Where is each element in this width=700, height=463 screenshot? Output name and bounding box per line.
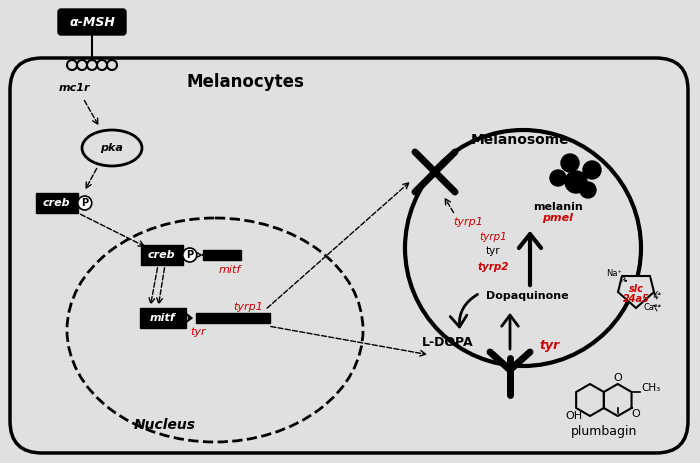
Text: O: O bbox=[631, 409, 640, 419]
Circle shape bbox=[565, 171, 587, 193]
Circle shape bbox=[580, 182, 596, 198]
Text: Ca²⁺: Ca²⁺ bbox=[643, 304, 662, 313]
Circle shape bbox=[550, 170, 566, 186]
Text: P: P bbox=[186, 250, 193, 260]
Text: OH: OH bbox=[566, 411, 582, 421]
Circle shape bbox=[561, 154, 579, 172]
Polygon shape bbox=[618, 276, 654, 308]
Text: K⁺: K⁺ bbox=[652, 290, 662, 300]
Ellipse shape bbox=[405, 130, 641, 366]
Text: mc1r: mc1r bbox=[58, 83, 90, 93]
Text: melanin: melanin bbox=[533, 202, 583, 212]
FancyBboxPatch shape bbox=[10, 58, 688, 453]
Circle shape bbox=[183, 248, 197, 262]
Text: pmel: pmel bbox=[542, 213, 573, 223]
Text: Na⁺: Na⁺ bbox=[606, 269, 622, 279]
Bar bbox=[36, 193, 78, 213]
Text: Dopaquinone: Dopaquinone bbox=[486, 291, 568, 301]
Text: slc: slc bbox=[629, 284, 643, 294]
Bar bbox=[196, 313, 226, 323]
Bar bbox=[140, 308, 186, 328]
Text: plumbagin: plumbagin bbox=[570, 425, 637, 438]
Text: tyr: tyr bbox=[540, 338, 560, 351]
Bar bbox=[141, 245, 183, 265]
Ellipse shape bbox=[67, 218, 363, 442]
FancyBboxPatch shape bbox=[58, 9, 126, 35]
Text: creb: creb bbox=[43, 198, 71, 208]
Text: P: P bbox=[81, 198, 88, 208]
Text: tyr: tyr bbox=[190, 327, 206, 337]
Text: Nucleus: Nucleus bbox=[134, 418, 196, 432]
Text: O: O bbox=[613, 373, 622, 383]
Text: 24a5: 24a5 bbox=[622, 294, 650, 304]
Text: Melanosome: Melanosome bbox=[470, 133, 569, 147]
Text: α-MSH: α-MSH bbox=[69, 15, 115, 29]
Text: tyrp1: tyrp1 bbox=[233, 302, 263, 312]
Text: CH₃: CH₃ bbox=[642, 383, 661, 393]
Text: Melanocytes: Melanocytes bbox=[186, 73, 304, 91]
Text: tyrp1: tyrp1 bbox=[453, 217, 483, 227]
Text: tyrp2: tyrp2 bbox=[477, 262, 509, 272]
Ellipse shape bbox=[82, 130, 142, 166]
Circle shape bbox=[78, 196, 92, 210]
Text: L-DOPA: L-DOPA bbox=[422, 336, 474, 349]
Text: creb: creb bbox=[148, 250, 176, 260]
Bar bbox=[203, 250, 241, 260]
Text: mitf: mitf bbox=[219, 265, 241, 275]
Text: tyr: tyr bbox=[486, 246, 500, 256]
Bar bbox=[226, 313, 270, 323]
Text: tyrp1: tyrp1 bbox=[479, 232, 507, 242]
Text: pka: pka bbox=[101, 143, 123, 153]
Circle shape bbox=[583, 161, 601, 179]
Text: mitf: mitf bbox=[150, 313, 176, 323]
